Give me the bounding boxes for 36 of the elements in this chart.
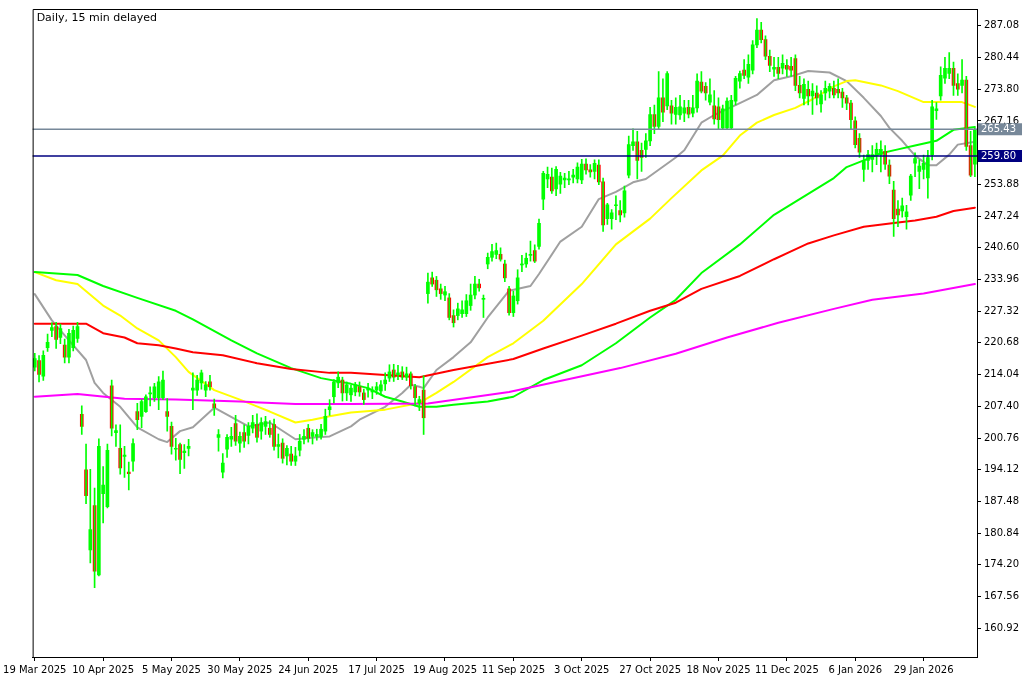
x-tick-label: 10 Apr 2025 — [72, 663, 135, 675]
x-tick-label: 6 Jan 2026 — [828, 663, 883, 675]
x-tick-label: 24 Jun 2025 — [278, 663, 339, 675]
ref-line-label: 259.80 — [981, 150, 1017, 162]
x-tick-label: 18 Nov 2025 — [686, 663, 751, 675]
y-tick-label: 273.80 — [984, 82, 1020, 94]
y-tick-label: 214.04 — [984, 368, 1020, 380]
y-tick-label: 253.88 — [984, 177, 1020, 189]
y-tick-label: 240.60 — [984, 241, 1020, 253]
y-tick-label: 207.40 — [984, 399, 1020, 411]
x-tick-label: 17 Jul 2025 — [348, 663, 405, 675]
x-tick-label: 30 May 2025 — [207, 663, 273, 675]
x-tick-label: 11 Dec 2025 — [754, 663, 819, 675]
y-tick-label: 187.48 — [984, 495, 1020, 507]
y-tick-label: 160.92 — [984, 621, 1020, 633]
x-tick-label: 5 May 2025 — [142, 663, 201, 675]
ref-line-label: 265.43 — [981, 123, 1017, 135]
y-tick-label: 194.12 — [984, 463, 1020, 475]
y-tick-label: 287.08 — [984, 19, 1020, 31]
y-tick-label: 180.84 — [984, 526, 1020, 538]
y-tick-label: 267.16 — [984, 114, 1020, 126]
y-tick-label: 167.56 — [984, 590, 1020, 602]
y-tick-label: 200.76 — [984, 431, 1020, 443]
y-tick-label: 247.24 — [984, 209, 1020, 221]
x-tick-label: 19 Aug 2025 — [412, 663, 478, 675]
x-tick-label: 29 Jan 2026 — [893, 663, 954, 675]
x-tick-label: 11 Sep 2025 — [481, 663, 546, 675]
x-tick-label: 3 Oct 2025 — [554, 663, 610, 675]
y-tick-label: 174.20 — [984, 558, 1020, 570]
y-tick-label: 227.32 — [984, 304, 1020, 316]
x-tick-label: 19 Mar 2025 — [3, 663, 67, 675]
y-tick-label: 233.96 — [984, 273, 1020, 285]
y-tick-label: 220.68 — [984, 336, 1020, 348]
chart-title: Daily, 15 min delayed — [36, 11, 158, 25]
x-tick-label: 27 Oct 2025 — [619, 663, 682, 675]
y-tick-label: 280.44 — [984, 51, 1020, 63]
